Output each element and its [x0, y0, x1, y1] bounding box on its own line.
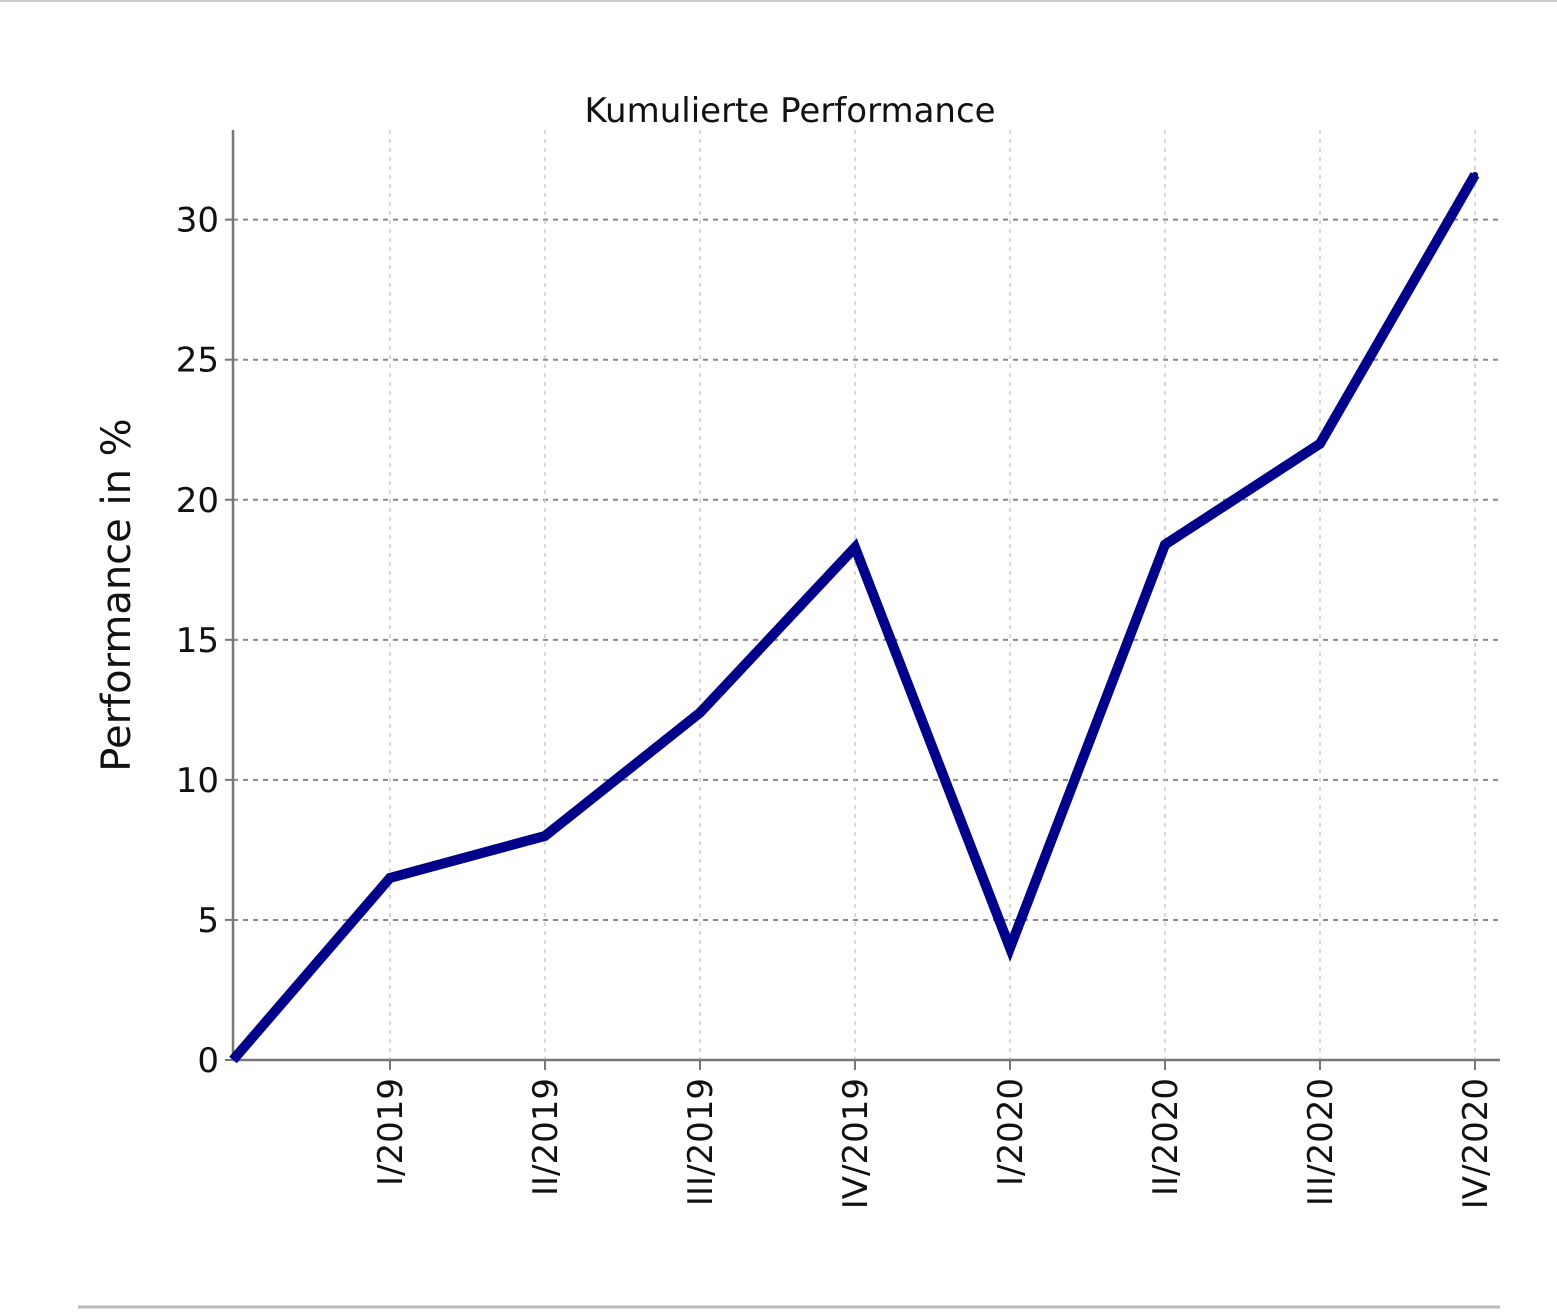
y-axis-label: Performance in % — [94, 418, 140, 771]
chart-title: Kumulierte Performance — [584, 91, 995, 131]
data-point — [1162, 541, 1168, 548]
data-point — [542, 832, 548, 839]
data-point — [387, 874, 393, 881]
y-tick-label: 0 — [197, 1041, 219, 1081]
data-series — [229, 171, 1480, 1064]
x-axis-ticks: I/2019 II/2019 III/2019 IV/2019 I/2020 II/202… — [371, 1060, 1496, 1209]
x-tick-label: III/2019 — [681, 1078, 721, 1206]
y-tick-label: 10 — [176, 761, 219, 801]
x-tick-label: I/2020 — [991, 1078, 1031, 1186]
y-tick-label: 5 — [197, 901, 219, 941]
data-point — [852, 544, 858, 551]
x-tick-label: II/2020 — [1146, 1078, 1186, 1196]
x-tick-label: I/2019 — [371, 1078, 411, 1186]
y-tick-label: 20 — [176, 481, 219, 521]
x-tick-label: IV/2019 — [836, 1078, 876, 1209]
x-tick-label: III/2020 — [1301, 1078, 1341, 1206]
y-tick-label: 15 — [176, 621, 219, 661]
y-axis-ticks: 0 5 10 15 20 25 30 — [176, 201, 233, 1081]
x-tick-label: IV/2020 — [1456, 1078, 1496, 1209]
data-point — [1007, 944, 1013, 951]
series-line — [229, 172, 1480, 1064]
data-point — [1317, 440, 1323, 447]
x-tick-label: II/2019 — [526, 1078, 566, 1196]
data-point — [1472, 171, 1478, 178]
grid-lines — [233, 130, 1500, 1060]
y-tick-label: 30 — [176, 201, 219, 241]
data-point — [697, 709, 703, 716]
axes — [231, 130, 1500, 1062]
y-tick-label: 25 — [176, 341, 219, 381]
